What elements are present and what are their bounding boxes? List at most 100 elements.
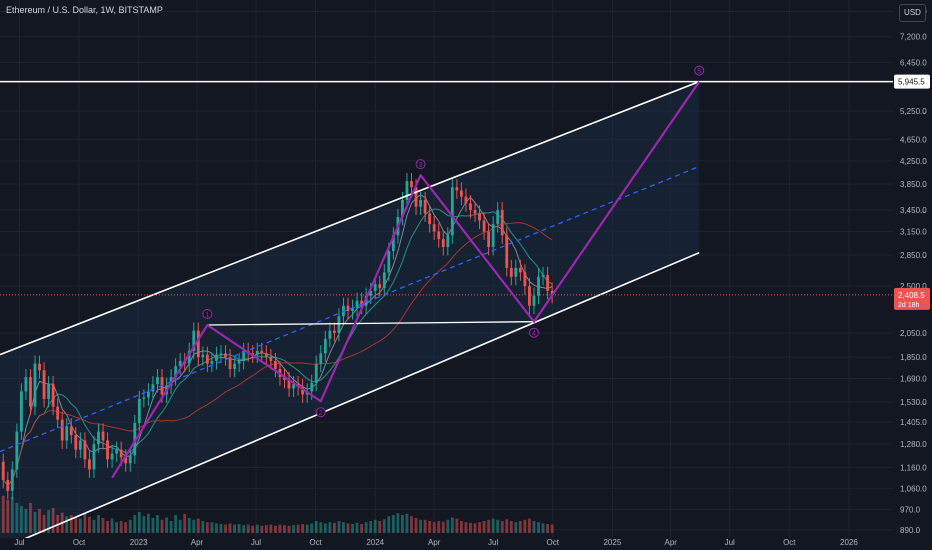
price-tick-label: 2,050.0 bbox=[900, 329, 927, 338]
currency-button[interactable]: USD bbox=[899, 4, 926, 22]
time-tick-label: 2025 bbox=[603, 538, 621, 547]
candle-body bbox=[323, 338, 327, 354]
volume-bar bbox=[219, 524, 223, 533]
volume-bar bbox=[137, 512, 141, 533]
candle-body bbox=[314, 363, 318, 383]
volume-bar bbox=[196, 518, 200, 533]
target-price-tag-bg bbox=[894, 74, 930, 89]
volume-bar bbox=[414, 518, 418, 533]
candle-body bbox=[29, 377, 32, 407]
volume-bar bbox=[473, 523, 477, 533]
volume-bar bbox=[201, 521, 205, 533]
candle-body bbox=[174, 366, 178, 378]
candle-body bbox=[205, 354, 209, 364]
volume-bar bbox=[165, 517, 168, 533]
candle-body bbox=[92, 444, 96, 470]
time-tick-label: Apr bbox=[664, 538, 677, 547]
volume-bar bbox=[459, 521, 463, 533]
volume-bar bbox=[142, 516, 146, 533]
volume-bar bbox=[228, 523, 232, 533]
volume-bar bbox=[83, 513, 87, 533]
volume-bar bbox=[260, 525, 264, 533]
candle-body bbox=[360, 300, 364, 306]
candle-body bbox=[56, 406, 60, 420]
candle-body bbox=[487, 231, 491, 248]
volume-bar bbox=[287, 525, 291, 533]
candle-body bbox=[119, 449, 123, 458]
volume-bar bbox=[355, 522, 359, 533]
price-tick-label: 1,690.0 bbox=[900, 375, 927, 384]
volume-bar bbox=[500, 521, 504, 533]
volume-bar bbox=[437, 521, 441, 533]
volume-bar bbox=[378, 521, 382, 533]
volume-bar bbox=[342, 522, 345, 533]
volume-bar bbox=[38, 509, 41, 533]
candle-body bbox=[450, 187, 454, 236]
volume-bar bbox=[305, 524, 309, 533]
volume-bar bbox=[274, 525, 277, 533]
time-tick-label: Jul bbox=[725, 538, 735, 547]
volume-bar bbox=[496, 519, 500, 533]
time-tick-label: 2024 bbox=[366, 538, 384, 547]
volume-bar bbox=[346, 523, 350, 533]
price-tick-label: 1,850.0 bbox=[900, 353, 927, 362]
chart-title: Ethereum / U.S. Dollar, 1W, BITSTAMP bbox=[6, 5, 163, 15]
candle-body bbox=[24, 377, 28, 392]
volume-bar bbox=[292, 525, 295, 533]
candle-body bbox=[260, 350, 264, 354]
candle-body bbox=[69, 426, 73, 436]
candle-body bbox=[83, 440, 87, 460]
volume-bar bbox=[369, 521, 373, 533]
volume-bar bbox=[47, 510, 51, 533]
channel-lower-line bbox=[0, 251, 700, 550]
price-axis-bg bbox=[893, 0, 932, 550]
candle-body bbox=[219, 353, 223, 355]
price-tick-label: 890.0 bbox=[900, 526, 921, 535]
wave-label: 3 bbox=[419, 162, 423, 169]
volume-bar bbox=[455, 518, 459, 533]
volume-bar bbox=[278, 524, 282, 533]
volume-bar bbox=[74, 517, 78, 533]
candle-body bbox=[156, 377, 159, 385]
candle-body bbox=[351, 307, 354, 311]
volume-bar bbox=[42, 515, 46, 533]
candle-body bbox=[401, 200, 404, 218]
wave-label: 1 bbox=[205, 312, 209, 319]
candle-body bbox=[319, 353, 323, 364]
price-tick-label: 1,160.0 bbox=[900, 463, 927, 472]
volume-bar bbox=[419, 519, 422, 533]
volume-bar bbox=[360, 524, 364, 533]
volume-bar bbox=[469, 522, 472, 533]
candle-body bbox=[201, 354, 205, 358]
volume-bar bbox=[210, 522, 214, 533]
volume-bar bbox=[323, 523, 327, 533]
volume-bar bbox=[6, 500, 10, 533]
candle-body bbox=[410, 181, 413, 188]
price-tick-label: 2,850.0 bbox=[900, 251, 927, 260]
volume-bar bbox=[310, 523, 314, 533]
candle-body bbox=[369, 290, 373, 296]
candle-body bbox=[310, 382, 314, 392]
time-tick-label: 2023 bbox=[130, 538, 148, 547]
volume-bar bbox=[532, 521, 536, 533]
candle-body bbox=[224, 353, 227, 358]
candle-body bbox=[391, 235, 395, 252]
volume-bar bbox=[314, 521, 318, 533]
candle-body bbox=[187, 350, 191, 364]
time-tick-label: Oct bbox=[547, 538, 560, 547]
candle-body bbox=[455, 187, 459, 191]
volume-bar bbox=[446, 519, 450, 533]
volume-bar bbox=[29, 503, 32, 533]
candle-body bbox=[523, 272, 527, 287]
time-tick-label: 2026 bbox=[840, 538, 858, 547]
candle-body bbox=[287, 379, 291, 389]
time-tick-label: Apr bbox=[191, 538, 204, 547]
time-axis: Jul Oct 2023 Apr Jul Oct 2024 Apr Jul Oct 2025 Apr J… bbox=[0, 538, 893, 550]
volume-bar bbox=[405, 513, 409, 533]
volume-bar bbox=[514, 522, 518, 533]
volume-bar bbox=[124, 522, 128, 533]
candle-body bbox=[133, 422, 137, 456]
candle-body bbox=[178, 361, 182, 367]
candle-body bbox=[432, 224, 436, 232]
